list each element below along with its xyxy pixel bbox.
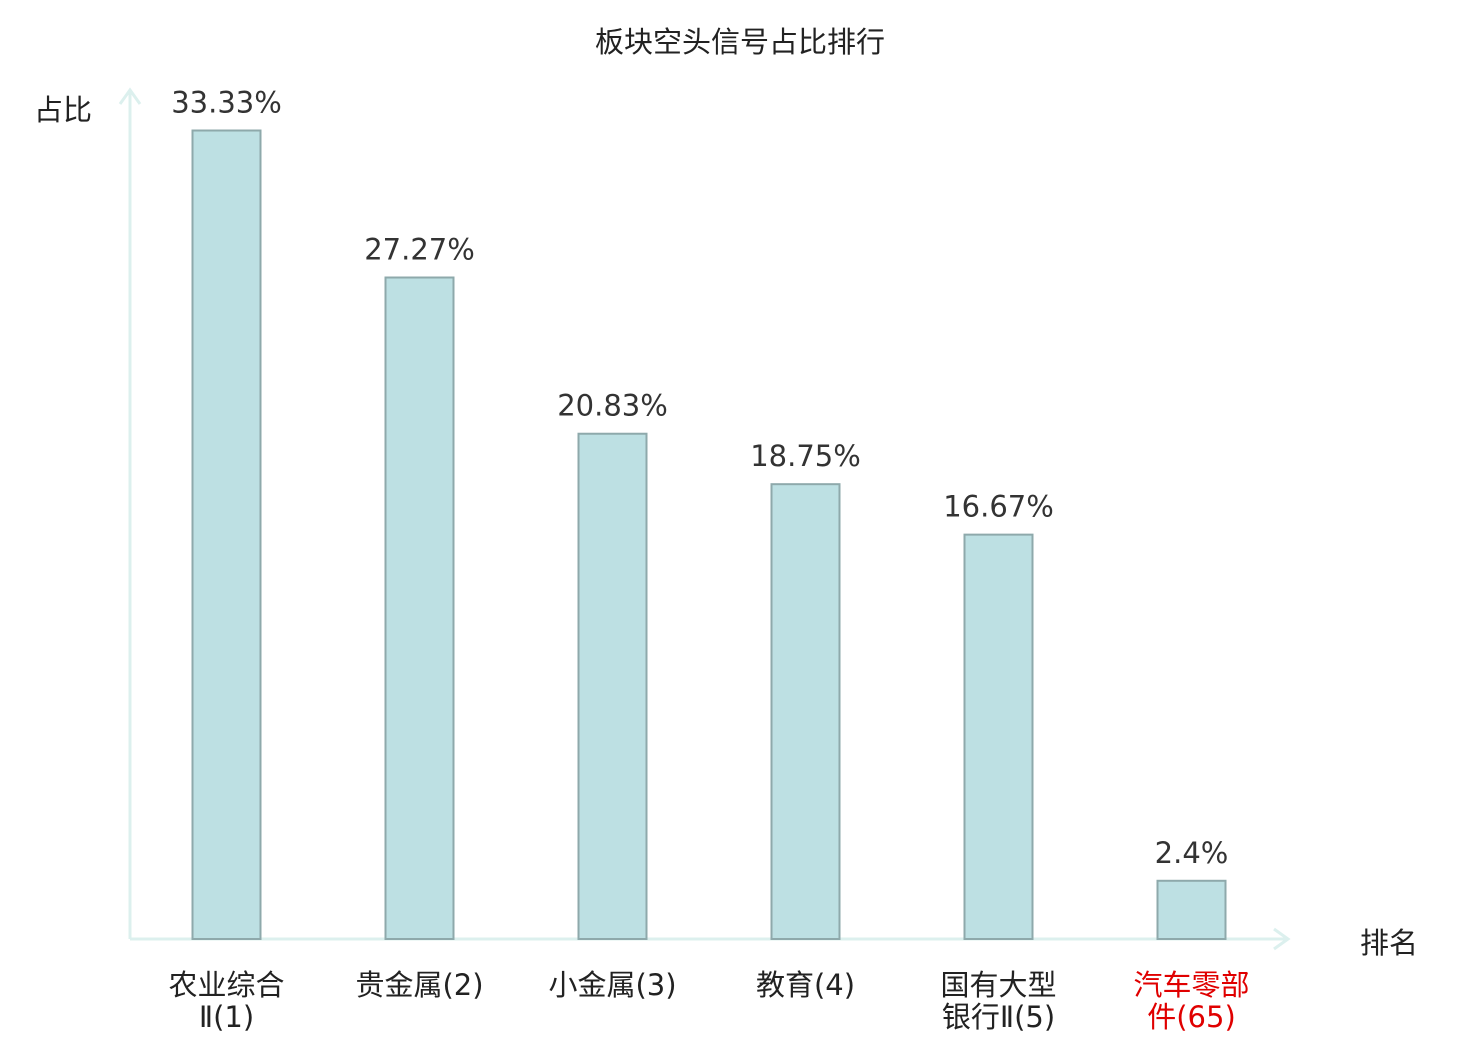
bar bbox=[384, 276, 455, 941]
value-label: 27.27% bbox=[364, 233, 475, 267]
x-tick-label: 国有大型银行Ⅱ(5) bbox=[940, 968, 1056, 1034]
bar bbox=[963, 533, 1034, 940]
x-axis-label: 排名 bbox=[1360, 926, 1418, 960]
x-tick-label: 农业综合 Ⅱ(1) bbox=[168, 968, 284, 1034]
y-axis-arrow bbox=[118, 87, 142, 105]
bar bbox=[577, 432, 648, 940]
value-label: 2.4% bbox=[1155, 836, 1229, 870]
value-label: 16.67% bbox=[943, 490, 1054, 524]
value-label: 33.33% bbox=[171, 86, 282, 120]
bar bbox=[191, 129, 262, 941]
x-axis-arrow bbox=[1273, 927, 1291, 951]
x-tick-label: 汽车零部件(65) bbox=[1133, 968, 1249, 1034]
x-tick-label: 贵金属(2) bbox=[355, 968, 483, 1002]
chart-title: 板块空头信号占比排行 bbox=[595, 25, 885, 59]
bar bbox=[1156, 879, 1227, 940]
x-tick-label: 教育(4) bbox=[756, 968, 855, 1002]
bar bbox=[770, 483, 841, 940]
axes bbox=[118, 87, 1291, 951]
y-axis-label: 占比 bbox=[34, 93, 92, 127]
value-label: 20.83% bbox=[557, 389, 668, 423]
x-tick-label: 小金属(3) bbox=[548, 968, 676, 1002]
value-label: 18.75% bbox=[750, 439, 861, 473]
